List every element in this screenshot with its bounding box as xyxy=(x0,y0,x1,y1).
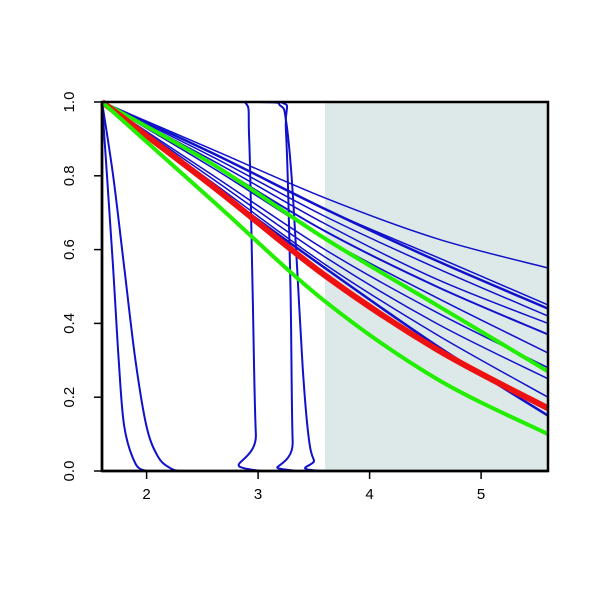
series-line-14 xyxy=(101,101,549,380)
y-tick-label: 1.0 xyxy=(61,92,78,113)
series-line-2 xyxy=(101,101,203,472)
series-line-6 xyxy=(101,101,549,269)
y-tick-label: 0.8 xyxy=(61,165,78,186)
axis-layer: 2 3 4 5 0.0 0.2 0.4 0.6 0.8 1.0 xyxy=(61,92,550,503)
series-line-9 xyxy=(101,101,549,317)
series-line-19 xyxy=(100,100,549,436)
series-line-13 xyxy=(101,101,549,369)
series-line-1 xyxy=(101,101,148,472)
x-tick-label: 2 xyxy=(142,486,150,503)
y-tick-label: 0.4 xyxy=(61,313,78,334)
series-line-8 xyxy=(101,100,549,310)
x-tick-label: 4 xyxy=(365,486,373,503)
x-tick-label: 5 xyxy=(477,486,485,503)
series-line-18 xyxy=(100,99,550,411)
x-tick-label: 3 xyxy=(254,486,262,503)
y-tick-label: 0.2 xyxy=(61,387,78,408)
series-line-17 xyxy=(101,100,550,374)
y-tick-label: 0.0 xyxy=(61,461,78,482)
y-tick-label: 0.6 xyxy=(61,239,78,260)
